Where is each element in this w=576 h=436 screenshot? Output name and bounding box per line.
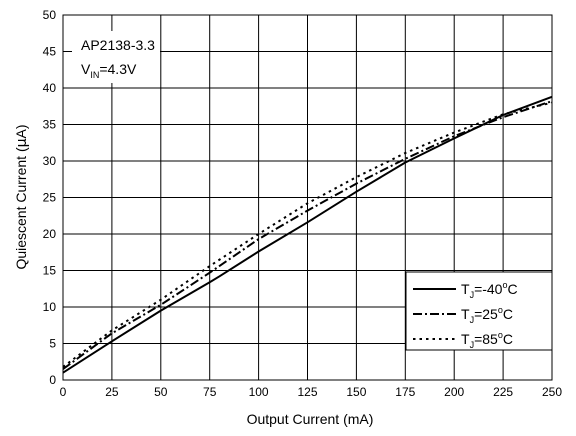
x-tick-label: 75 bbox=[203, 385, 217, 399]
plot-frame bbox=[62, 14, 553, 381]
y-tick-label: 40 bbox=[43, 81, 57, 95]
x-tick-label: 200 bbox=[444, 385, 464, 399]
y-tick-label: 5 bbox=[49, 337, 56, 351]
series-line-3 bbox=[62, 101, 553, 368]
series-line-1 bbox=[62, 95, 553, 374]
x-tick-label: 100 bbox=[249, 385, 269, 399]
y-tick-label: 15 bbox=[43, 264, 57, 278]
y-tick-label: 20 bbox=[43, 227, 57, 241]
y-axis-label-mu: μ bbox=[14, 138, 30, 147]
y-axis-label-suffix: A) bbox=[13, 124, 29, 138]
chart-ticks: 0 25 50 75 100 125 150 175 200 225 250 0 5 10 15 20 25 30… bbox=[43, 8, 563, 399]
x-tick-label: 125 bbox=[297, 385, 317, 399]
legend-label-1: TJ=-40oC bbox=[461, 280, 518, 300]
legend-label-3: TJ=85oC bbox=[461, 330, 513, 350]
x-tick-label: 175 bbox=[395, 385, 415, 399]
vin-annotation: VIN=4.3V bbox=[81, 61, 137, 80]
x-tick-label: 0 bbox=[60, 385, 67, 399]
y-axis-label: Quiescent Current (μA) bbox=[13, 124, 30, 269]
x-tick-label: 25 bbox=[105, 385, 119, 399]
chart-grid bbox=[63, 15, 552, 380]
x-tick-label: 225 bbox=[493, 385, 513, 399]
series-line-2 bbox=[62, 100, 553, 370]
vin-sub: IN bbox=[90, 70, 99, 80]
chart-legend: TJ=-40oC TJ=25oC TJ=85oC bbox=[405, 271, 553, 351]
y-tick-label: 25 bbox=[43, 191, 57, 205]
y-axis-label-prefix: Quiescent Current ( bbox=[13, 147, 29, 269]
y-tick-label: 45 bbox=[43, 45, 57, 59]
y-tick-label: 35 bbox=[43, 118, 57, 132]
y-tick-label: 0 bbox=[49, 373, 56, 387]
legend-label-2: TJ=25oC bbox=[461, 305, 513, 325]
x-tick-label: 50 bbox=[154, 385, 168, 399]
x-tick-label: 150 bbox=[346, 385, 366, 399]
y-tick-label: 50 bbox=[43, 8, 57, 22]
device-annotation: AP2138-3.3 bbox=[81, 37, 155, 53]
y-tick-label: 10 bbox=[43, 300, 57, 314]
vin-value: =4.3V bbox=[99, 61, 137, 77]
chart-series bbox=[62, 95, 553, 374]
x-axis-label: Output Current (mA) bbox=[247, 411, 374, 427]
annotation-box bbox=[72, 31, 160, 83]
x-tick-label: 250 bbox=[542, 385, 562, 399]
vin-main: V bbox=[81, 61, 91, 77]
legend-box bbox=[405, 271, 553, 351]
y-tick-label: 30 bbox=[43, 154, 57, 168]
